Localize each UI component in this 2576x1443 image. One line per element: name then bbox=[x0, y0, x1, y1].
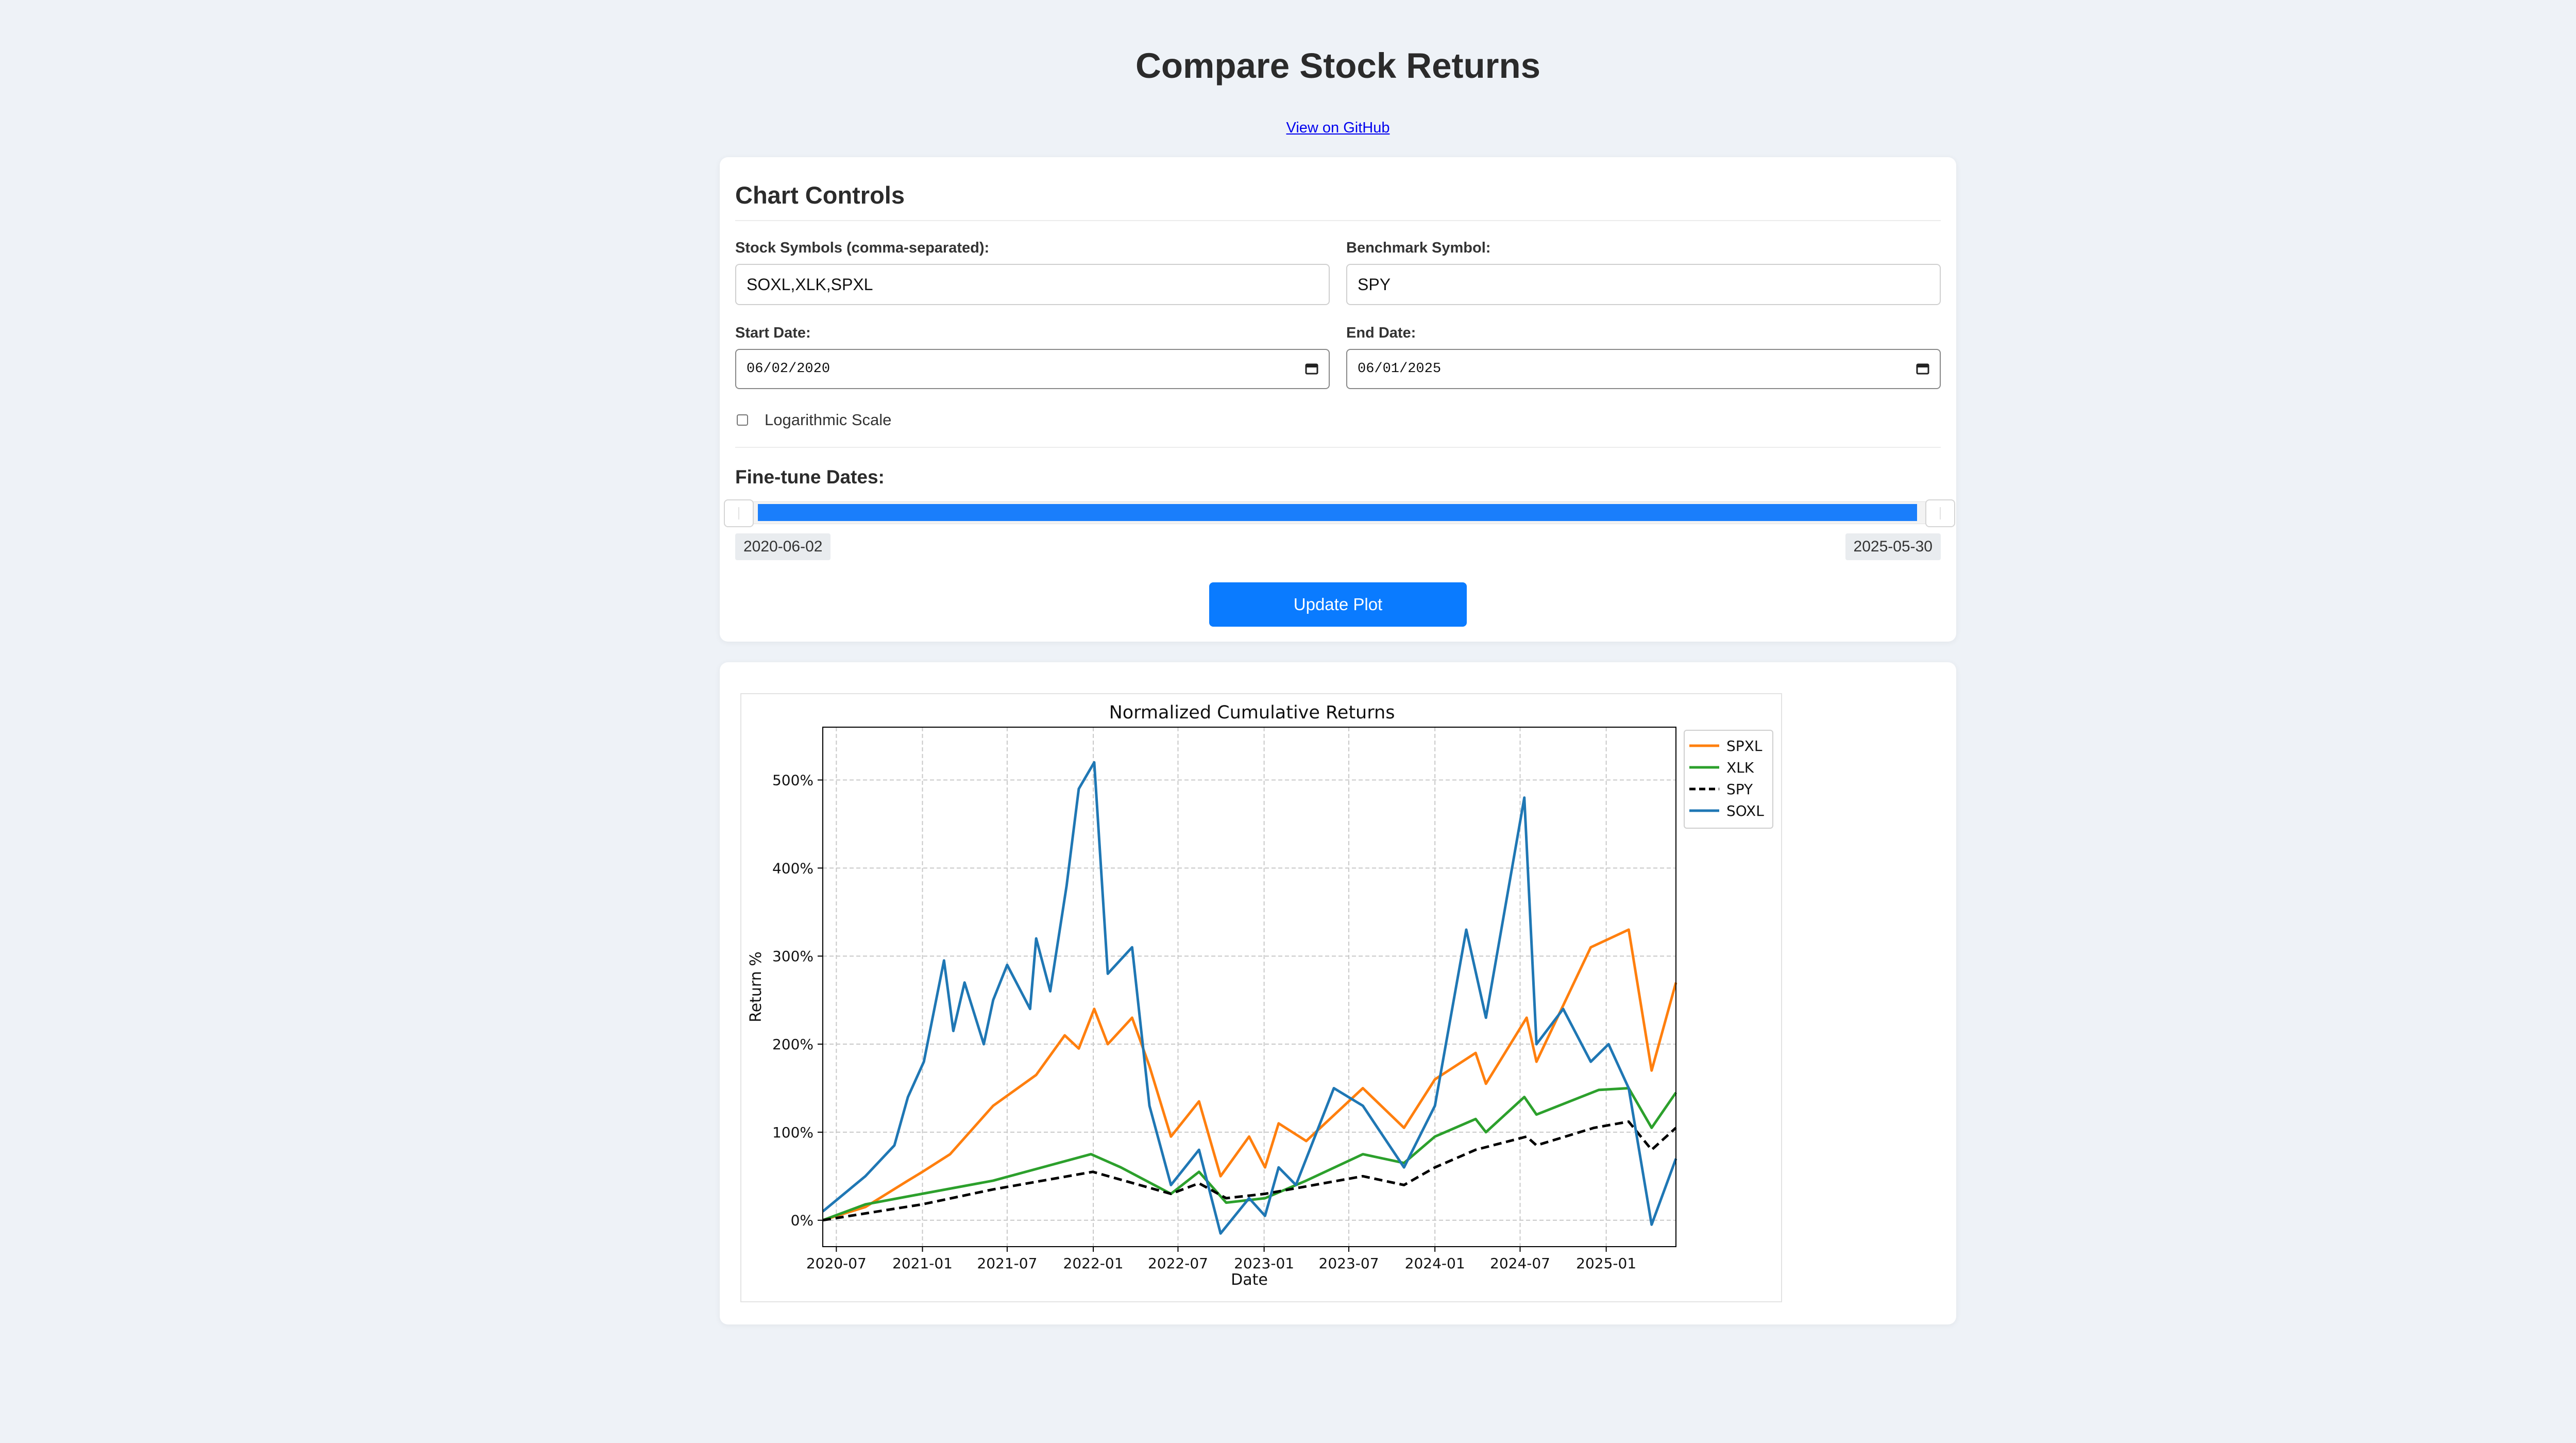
y-tick-label: 300% bbox=[772, 948, 814, 965]
returns-chart: Normalized Cumulative Returns 2020-07 202… bbox=[747, 702, 1773, 1289]
page-title: Compare Stock Returns bbox=[1135, 46, 1541, 86]
date-range-slider-fill bbox=[758, 504, 1917, 521]
end-date-label: End Date: bbox=[1346, 325, 1416, 341]
legend-label-spy: SPY bbox=[1726, 781, 1753, 798]
finetune-title: Fine-tune Dates: bbox=[735, 466, 885, 488]
chart-controls-card: Chart Controls Stock Symbols (comma-sepa… bbox=[720, 157, 1956, 642]
github-link-row: View on GitHub bbox=[0, 120, 2576, 137]
end-date-value: 06/01/2025 bbox=[1358, 361, 1442, 377]
start-date-input[interactable]: 06/02/2020 bbox=[735, 349, 1330, 389]
x-tick-label: 2022-01 bbox=[1063, 1255, 1124, 1272]
range-end-badge: 2025-05-30 bbox=[1845, 533, 1941, 560]
log-scale-checkbox[interactable] bbox=[737, 414, 748, 426]
divider bbox=[735, 220, 1941, 221]
y-tick-label: 500% bbox=[772, 772, 814, 789]
update-plot-button[interactable]: Update Plot bbox=[1209, 582, 1467, 627]
end-date-input[interactable]: 06/01/2025 bbox=[1346, 349, 1941, 389]
plot-frame bbox=[822, 727, 1676, 1247]
github-link[interactable]: View on GitHub bbox=[1286, 120, 1390, 136]
benchmark-label: Benchmark Symbol: bbox=[1346, 240, 1491, 256]
x-tick-label: 2023-01 bbox=[1234, 1255, 1294, 1272]
slider-end-handle[interactable] bbox=[1925, 499, 1955, 527]
start-date-label: Start Date: bbox=[735, 325, 811, 341]
legend-label-spxl: SPXL bbox=[1726, 737, 1762, 754]
legend-label-xlk: XLK bbox=[1726, 759, 1754, 776]
benchmark-input[interactable]: SPY bbox=[1346, 264, 1941, 305]
legend-box bbox=[1684, 730, 1773, 829]
symbols-label: Stock Symbols (comma-separated): bbox=[735, 240, 990, 256]
series-line-soxl bbox=[822, 761, 1677, 1235]
x-tick-label: 2024-01 bbox=[1405, 1255, 1465, 1272]
controls-title: Chart Controls bbox=[735, 181, 905, 209]
x-tick-label: 2021-01 bbox=[892, 1255, 953, 1272]
y-tick-label: 0% bbox=[791, 1212, 814, 1229]
series-line-spxl bbox=[822, 928, 1677, 1222]
calendar-icon[interactable] bbox=[1916, 362, 1929, 375]
range-start-badge: 2020-06-02 bbox=[735, 533, 831, 560]
x-tick-label: 2022-07 bbox=[1148, 1255, 1208, 1272]
chart-container: Normalized Cumulative Returns 2020-07 202… bbox=[740, 693, 1782, 1302]
x-tick-label: 2025-01 bbox=[1576, 1255, 1636, 1272]
x-tick-label: 2021-07 bbox=[977, 1255, 1037, 1272]
start-date-value: 06/02/2020 bbox=[747, 361, 831, 377]
symbols-input[interactable]: SOXL,XLK,SPXL bbox=[735, 264, 1330, 305]
y-tick-label: 100% bbox=[772, 1124, 814, 1141]
calendar-icon[interactable] bbox=[1305, 362, 1318, 375]
legend-label-soxl: SOXL bbox=[1726, 802, 1764, 819]
log-scale-label[interactable]: Logarithmic Scale bbox=[765, 411, 892, 429]
y-tick-label: 200% bbox=[772, 1036, 814, 1053]
x-axis-title: Date bbox=[1231, 1271, 1268, 1289]
y-tick-label: 400% bbox=[772, 860, 814, 877]
divider bbox=[735, 447, 1941, 448]
plot-card: Normalized Cumulative Returns 2020-07 202… bbox=[720, 662, 1956, 1324]
x-tick-label: 2024-07 bbox=[1490, 1255, 1550, 1272]
x-tick-label: 2020-07 bbox=[806, 1255, 867, 1272]
chart-title: Normalized Cumulative Returns bbox=[1109, 702, 1395, 723]
series-line-xlk bbox=[822, 1087, 1677, 1222]
x-tick-label: 2023-07 bbox=[1319, 1255, 1379, 1272]
slider-start-handle[interactable] bbox=[724, 499, 754, 527]
y-axis-title: Return % bbox=[747, 951, 765, 1022]
